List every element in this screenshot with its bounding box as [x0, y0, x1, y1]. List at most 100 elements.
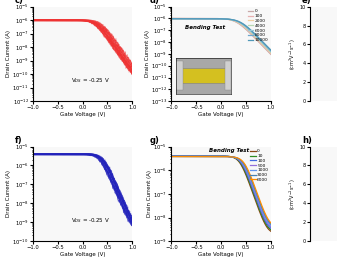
1000 — [260, 208, 264, 211]
6000 — [195, 155, 199, 158]
0 — [229, 18, 233, 21]
Legend: 0, 100, 2000, 4000, 6000, 8000, 10000: 0, 100, 2000, 4000, 6000, 8000, 10000 — [247, 9, 268, 42]
4000 — [260, 41, 264, 44]
10000 — [228, 18, 233, 21]
2000 — [228, 18, 233, 21]
6000 — [260, 40, 264, 43]
6000 — [230, 155, 235, 158]
0 — [170, 154, 174, 158]
100 — [230, 19, 234, 22]
Text: g): g) — [149, 136, 160, 145]
4000 — [230, 18, 234, 21]
Y-axis label: Drain Current (A): Drain Current (A) — [6, 170, 11, 217]
500 — [230, 155, 235, 158]
2000 — [229, 18, 233, 21]
3000 — [170, 155, 174, 158]
Text: V$_{DS}$ = -0.25 V: V$_{DS}$ = -0.25 V — [71, 216, 110, 225]
Y-axis label: Drain Current (A): Drain Current (A) — [145, 30, 149, 77]
0 — [254, 199, 258, 202]
4000 — [229, 18, 233, 21]
2000 — [253, 35, 257, 38]
2000 — [170, 17, 174, 20]
Line: 3000: 3000 — [172, 157, 271, 224]
0 — [253, 37, 257, 40]
Y-axis label: Drain Current (A): Drain Current (A) — [147, 170, 152, 217]
Legend: 0, 10, 100, 500, 1000, 3000, 6000: 0, 10, 100, 500, 1000, 3000, 6000 — [250, 149, 268, 183]
X-axis label: Gate Voltage (V): Gate Voltage (V) — [60, 252, 105, 257]
1000 — [170, 155, 174, 158]
100 — [260, 212, 264, 215]
4000 — [253, 35, 257, 38]
10000 — [230, 18, 234, 21]
3000 — [230, 155, 235, 158]
Line: 6000: 6000 — [172, 157, 271, 223]
Line: 4000: 4000 — [172, 19, 271, 52]
3000 — [229, 155, 233, 158]
10 — [230, 156, 235, 159]
3000 — [254, 189, 258, 192]
8000 — [170, 17, 174, 20]
100 — [229, 155, 233, 158]
3000 — [170, 155, 174, 158]
100 — [253, 36, 257, 39]
100 — [229, 155, 233, 158]
0 — [229, 155, 233, 158]
10 — [170, 154, 174, 158]
1000 — [269, 224, 273, 227]
Text: f): f) — [15, 136, 22, 145]
6000 — [170, 155, 174, 158]
Line: 10000: 10000 — [172, 19, 271, 50]
1000 — [170, 155, 174, 158]
100 — [228, 18, 233, 21]
100 — [229, 18, 233, 21]
100 — [170, 154, 174, 158]
Line: 0: 0 — [172, 19, 271, 54]
1000 — [193, 155, 197, 158]
Text: d): d) — [149, 0, 160, 5]
500 — [229, 155, 233, 158]
Line: 6000: 6000 — [172, 19, 271, 51]
6000 — [253, 34, 257, 37]
100 — [170, 154, 174, 158]
4000 — [269, 51, 273, 54]
8000 — [228, 18, 233, 21]
6000 — [170, 155, 174, 158]
Y-axis label: Drain Current (A): Drain Current (A) — [6, 30, 11, 77]
2000 — [230, 19, 234, 22]
100 — [170, 17, 174, 20]
4000 — [170, 17, 174, 20]
0 — [170, 154, 174, 158]
0 — [229, 155, 233, 158]
10000 — [260, 39, 264, 42]
8000 — [230, 18, 234, 21]
Text: Bending Test: Bending Test — [185, 25, 226, 30]
500 — [269, 225, 273, 228]
X-axis label: Gate Voltage (V): Gate Voltage (V) — [198, 112, 244, 117]
Line: 500: 500 — [172, 156, 271, 227]
8000 — [253, 33, 257, 37]
3000 — [269, 223, 273, 226]
X-axis label: Gate Voltage (V): Gate Voltage (V) — [198, 252, 244, 257]
100 — [260, 42, 264, 46]
0 — [228, 18, 233, 21]
500 — [170, 155, 174, 158]
8000 — [260, 40, 264, 43]
1000 — [230, 155, 235, 158]
2000 — [269, 51, 273, 55]
500 — [170, 155, 174, 158]
Text: e): e) — [302, 0, 311, 5]
6000 — [269, 50, 273, 53]
10000 — [253, 33, 257, 36]
8000 — [170, 17, 174, 20]
0 — [230, 19, 234, 22]
0 — [269, 53, 273, 56]
Line: 100: 100 — [172, 156, 271, 228]
0 — [170, 17, 174, 20]
10 — [189, 154, 193, 158]
0 — [260, 43, 264, 46]
500 — [229, 155, 233, 158]
2000 — [170, 17, 174, 20]
8000 — [269, 49, 273, 52]
4000 — [170, 17, 174, 20]
Y-axis label: (cm$^2$V$^{-1}$s$^{-1}$): (cm$^2$V$^{-1}$s$^{-1}$) — [288, 38, 298, 70]
